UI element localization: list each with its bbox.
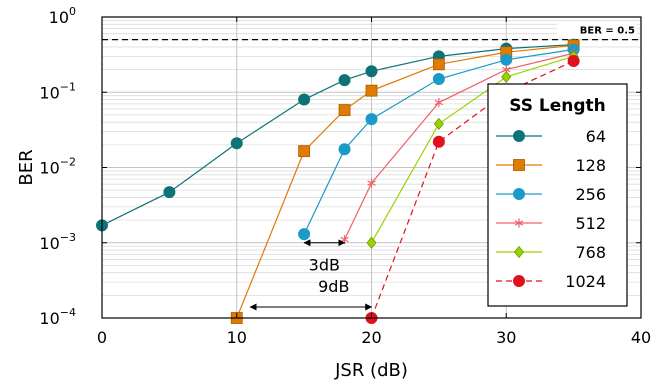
y-tick-label: 100 [49,5,76,27]
legend-marker-64 [513,130,525,142]
legend-marker-1024 [513,275,525,287]
data-point-256 [365,113,378,126]
data-point-256 [432,72,445,85]
annotation-label-3dB: 3dB [309,255,340,274]
series-line-768 [370,55,574,244]
legend-marker-256 [513,188,525,200]
data-point-768 [366,236,377,249]
x-tick-label: 40 [631,328,651,347]
legend-label-512: 512 [575,214,606,233]
legend-marker-128 [513,159,525,171]
x-tick-label: 20 [361,328,381,347]
data-point-768 [501,70,512,84]
y-tick-label: 10−3 [39,231,76,253]
data-point-512 [434,98,444,108]
data-point-64 [163,186,176,199]
legend-label-256: 256 [575,185,606,204]
data-point-512 [367,178,376,188]
data-point-256 [298,228,311,241]
legend-marker-768 [513,245,525,259]
series-line-1024 [370,60,574,319]
legend-label-64: 64 [586,127,606,146]
x-axis-title: JSR (dB) [334,360,408,381]
legend-label-128: 128 [575,156,606,175]
y-tick-label: 10−1 [39,80,76,102]
x-tick-label: 0 [97,328,107,347]
legend-label-768: 768 [575,243,606,262]
series-line-256 [303,48,574,235]
y-tick-label: 10−2 [39,156,76,178]
legend: SS Length 64 128 256 512 768 1024 [487,83,628,307]
x-tick-label: 30 [496,328,516,347]
data-point-256 [500,53,513,66]
legend-box [487,83,628,307]
data-point-1024 [432,135,445,148]
x-tick-label: 10 [227,328,247,347]
data-point-256 [338,143,351,156]
data-point-128 [432,58,445,71]
data-point-64 [338,74,351,87]
legend-label-1024: 1024 [565,272,606,291]
legend-marker-512 [514,218,524,228]
ber-reference-label: BER = 0.5 [580,26,635,37]
data-point-128 [298,145,311,158]
data-point-64 [365,65,378,78]
series-768 [366,50,579,249]
data-point-1024 [567,55,580,68]
data-point-128 [338,104,351,116]
y-axis-title: BER [16,149,37,185]
data-point-768 [433,117,444,131]
data-point-64 [298,93,311,106]
data-point-128 [365,84,378,97]
y-tick-label: 10−4 [39,306,76,328]
legend-title: SS Length [509,96,606,116]
data-point-64 [230,137,243,150]
annotation-label-9dB: 9dB [318,277,349,296]
ber-reference-label-bg [557,22,637,36]
